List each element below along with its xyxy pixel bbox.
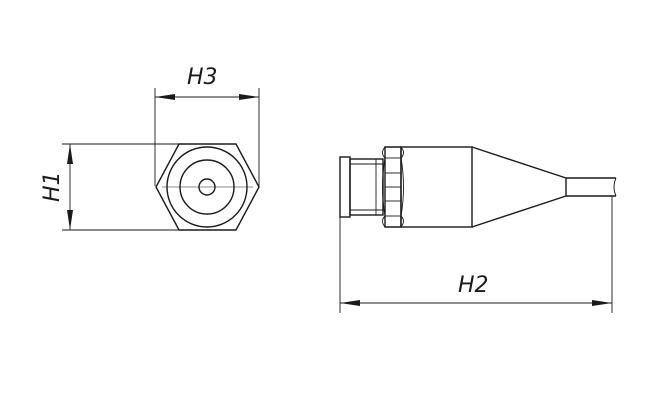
connector-thread — [349, 158, 384, 216]
outer-circle — [166, 146, 248, 228]
taper-cone — [471, 146, 567, 228]
cable — [566, 177, 616, 197]
dimension-h3: H3 — [154, 65, 260, 186]
middle-circle — [179, 159, 235, 215]
connector-cap — [339, 156, 351, 218]
front-view — [155, 143, 260, 231]
h1-label: H1 — [40, 171, 65, 202]
main-body — [400, 146, 473, 228]
side-view — [339, 146, 617, 228]
bore-circle — [198, 178, 216, 196]
flange-chamfer-left — [382, 146, 386, 228]
h3-arrow-left — [155, 94, 175, 100]
h1-arrow-top — [67, 144, 73, 164]
h2-arrow-left — [340, 300, 360, 306]
cable-break — [613, 177, 617, 197]
h3-label: H3 — [187, 65, 218, 90]
hexagon-outline — [155, 143, 260, 231]
h2-arrow-right — [592, 300, 612, 306]
h3-arrow-right — [239, 94, 259, 100]
dimension-h1: H1 — [40, 143, 179, 231]
flange-chamfer-right — [400, 146, 404, 228]
h2-label: H2 — [458, 273, 489, 298]
dimension-h2: H2 — [339, 196, 613, 313]
h1-arrow-bottom — [67, 210, 73, 230]
